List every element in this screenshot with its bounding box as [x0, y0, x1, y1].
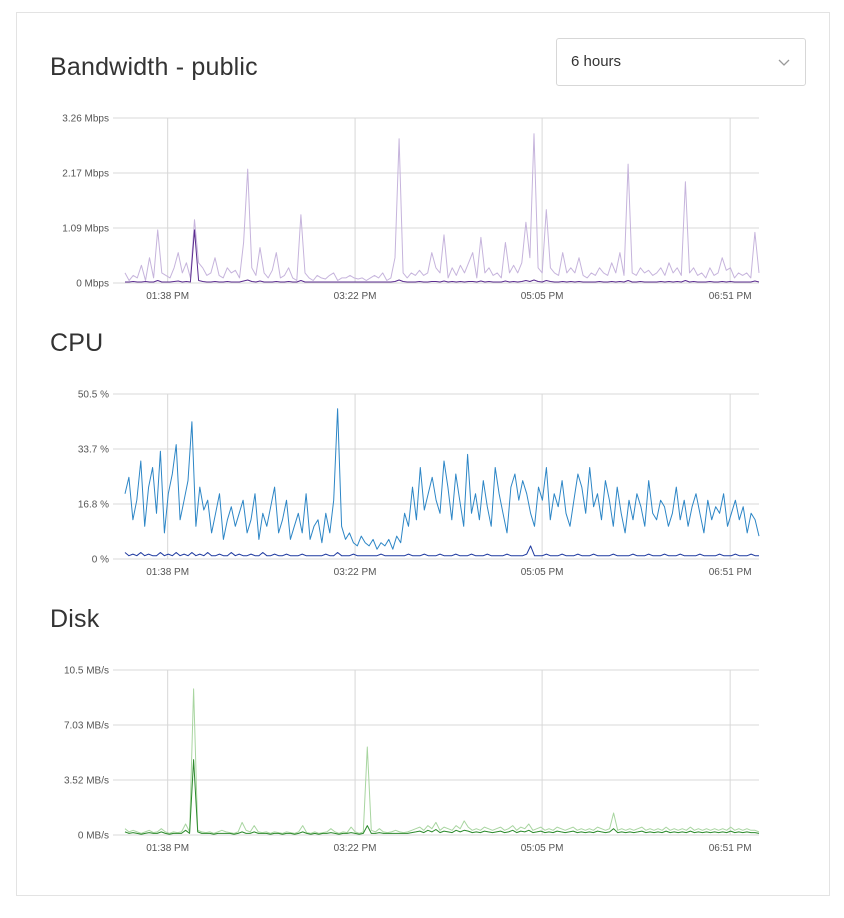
- cpu-x-tick-label: 05:05 PM: [521, 567, 564, 578]
- disk_read-series-line: [124, 688, 760, 834]
- bandwidth-y-tick-label: 0 Mbps: [76, 279, 109, 290]
- cpu_secondary-series-line: [124, 545, 759, 557]
- disk-y-tick-label: 3.52 MB/s: [64, 776, 109, 787]
- monitoring-panel: [16, 12, 830, 896]
- bandwidth-x-tick-label: 01:38 PM: [146, 291, 189, 302]
- chevron-down-icon: [778, 59, 790, 66]
- time-range-select[interactable]: 6 hours: [556, 38, 806, 86]
- disk-chart: 10.5 MB/s 7.03 MB/s 3.52 MB/s 0 MB/s 01:38 P…: [64, 666, 760, 854]
- bandwidth-y-tick-label: 1.09 Mbps: [62, 224, 109, 235]
- bandwidth-title: Bandwidth - public: [50, 53, 258, 81]
- bandwidth-x-tick-label: 03:22 PM: [334, 291, 377, 302]
- cpu-y-tick-label: 33.7 %: [78, 445, 109, 456]
- time-range-value: 6 hours: [571, 53, 622, 70]
- cpu_main-series-line: [124, 408, 760, 550]
- bandwidth-x-tick-label: 05:05 PM: [521, 291, 564, 302]
- disk-x-tick-label: 03:22 PM: [334, 843, 377, 854]
- cpu-x-tick-label: 06:51 PM: [709, 567, 752, 578]
- disk-y-tick-label: 7.03 MB/s: [64, 721, 109, 732]
- bandwidth_out-series-line: [125, 229, 760, 283]
- cpu-y-tick-label: 16.8 %: [78, 500, 109, 511]
- cpu-title: CPU: [50, 329, 104, 357]
- cpu-y-tick-label: 50.5 %: [78, 390, 109, 401]
- disk-x-tick-label: 05:05 PM: [521, 843, 564, 854]
- disk_write-series-line: [124, 759, 760, 835]
- bandwidth_in-series-line: [124, 133, 760, 281]
- disk-title: Disk: [50, 605, 100, 633]
- cpu-chart: 50.5 % 33.7 % 16.8 % 0 % 01:38 PM 03:22 PM 05:…: [78, 390, 760, 578]
- cpu-y-tick-label: 0 %: [92, 555, 109, 566]
- cpu-x-tick-label: 03:22 PM: [334, 567, 377, 578]
- bandwidth-x-tick-label: 06:51 PM: [709, 291, 752, 302]
- cpu-x-tick-label: 01:38 PM: [146, 567, 189, 578]
- disk-y-tick-label: 10.5 MB/s: [64, 666, 109, 677]
- bandwidth-y-tick-label: 3.26 Mbps: [62, 114, 109, 125]
- bandwidth-y-tick-label: 2.17 Mbps: [62, 169, 109, 180]
- bandwidth-chart: 3.26 Mbps 2.17 Mbps 1.09 Mbps 0 Mbps 01:38 P…: [62, 114, 760, 302]
- disk-x-tick-label: 06:51 PM: [709, 843, 752, 854]
- disk-x-tick-label: 01:38 PM: [146, 843, 189, 854]
- disk-y-tick-label: 0 MB/s: [78, 831, 109, 842]
